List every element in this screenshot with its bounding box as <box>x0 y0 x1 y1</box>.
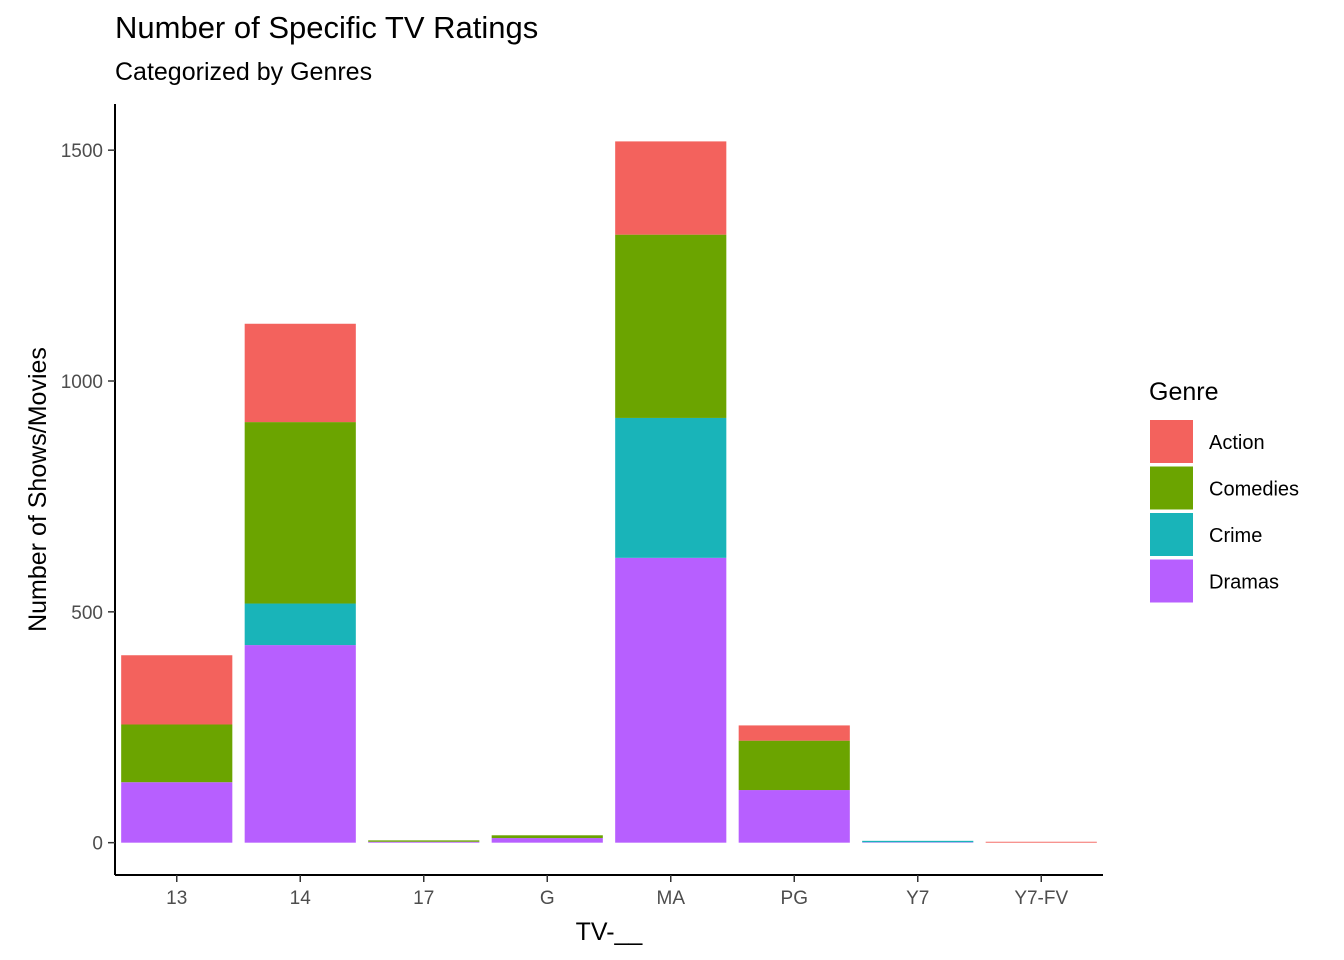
legend-title: Genre <box>1149 378 1218 406</box>
bar-segment-crime-ma <box>615 417 727 558</box>
bar-segment-dramas-g <box>491 838 603 843</box>
bar-segment-comedies-13 <box>121 724 233 783</box>
legend-label-crime: Crime <box>1209 525 1262 547</box>
x-tick-label: G <box>540 888 555 909</box>
x-tick-label: Y7-FV <box>1014 888 1068 909</box>
bar-segment-action-13 <box>121 655 233 725</box>
legend-key-comedies <box>1150 466 1193 510</box>
chart-title: Number of Specific TV Ratings <box>115 10 539 45</box>
bar-segment-action-pg <box>738 725 850 741</box>
bar-segment-comedies-17 <box>368 840 480 842</box>
x-tick-label: MA <box>657 888 686 909</box>
x-axis-title: TV-__ <box>576 918 644 946</box>
bars-layer <box>121 141 1097 843</box>
bar-segment-comedies-14 <box>244 422 356 604</box>
legend-key-crime <box>1150 513 1193 556</box>
bar-segment-dramas-17 <box>368 841 480 843</box>
bar-segment-dramas-y7 <box>862 842 974 843</box>
x-tick-label: Y7 <box>906 888 929 909</box>
x-tick-label: 14 <box>290 888 312 909</box>
y-tick-label: 1500 <box>61 141 103 162</box>
bar-segment-action-y7-fv <box>985 841 1097 843</box>
chart-subtitle: Categorized by Genres <box>115 58 373 86</box>
y-tick-label: 1000 <box>61 372 103 393</box>
axes-layer: 0 500 1000 1500 13 14 17 G MA PG Y7 Y7-FV <box>61 104 1103 909</box>
bar-segment-comedies-ma <box>615 234 727 418</box>
bar-segment-dramas-14 <box>244 645 356 843</box>
bar-segment-comedies-pg <box>738 740 850 791</box>
legend: Genre Action Comedies Crime Dramas <box>1149 378 1299 603</box>
y-tick-label: 500 <box>71 603 103 624</box>
bar-segment-dramas-pg <box>738 790 850 843</box>
legend-key-dramas <box>1150 559 1193 603</box>
x-tick-label: 13 <box>166 888 187 909</box>
y-tick-label: 0 <box>92 834 103 855</box>
bar-segment-dramas-ma <box>615 557 727 843</box>
legend-label-action: Action <box>1209 432 1265 454</box>
bar-segment-action-ma <box>615 141 727 235</box>
bar-segment-crime-14 <box>244 603 356 646</box>
y-axis-title: Number of Shows/Movies <box>24 347 52 632</box>
bar-segment-comedies-g <box>491 835 603 839</box>
bar-segment-crime-y7 <box>862 840 974 843</box>
legend-key-action <box>1150 420 1193 463</box>
legend-label-comedies: Comedies <box>1209 479 1299 501</box>
legend-label-dramas: Dramas <box>1209 572 1279 594</box>
bar-segment-action-14 <box>244 323 356 423</box>
x-tick-label: PG <box>781 888 808 909</box>
bar-segment-dramas-13 <box>121 782 233 843</box>
x-tick-label: 17 <box>413 888 434 909</box>
